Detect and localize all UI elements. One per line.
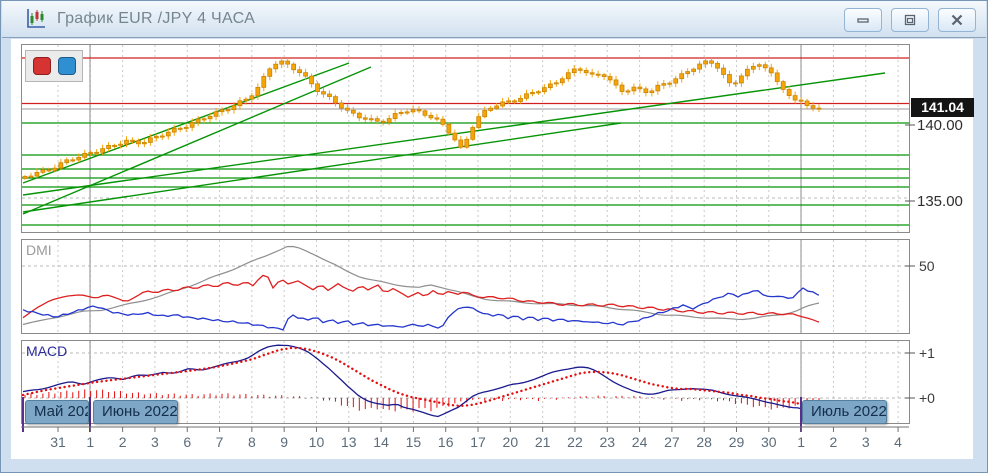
dmi-panel[interactable] <box>21 239 910 334</box>
blue-marker-button[interactable] <box>58 57 76 75</box>
macd-panel[interactable] <box>21 340 910 424</box>
minimize-button[interactable] <box>844 8 882 32</box>
minimize-icon <box>857 18 869 23</box>
title-bar[interactable]: График EUR /JPY 4 ЧАСА <box>2 1 986 38</box>
window-title: График EUR /JPY 4 ЧАСА <box>57 10 256 27</box>
price-panel[interactable] <box>21 44 910 233</box>
red-marker-button[interactable] <box>33 57 51 75</box>
marker-toolbar <box>25 50 83 82</box>
close-icon <box>951 14 963 26</box>
restore-icon <box>904 14 916 26</box>
close-button[interactable] <box>938 8 976 32</box>
candlestick-chart-icon <box>24 7 48 31</box>
restore-button[interactable] <box>891 8 929 32</box>
